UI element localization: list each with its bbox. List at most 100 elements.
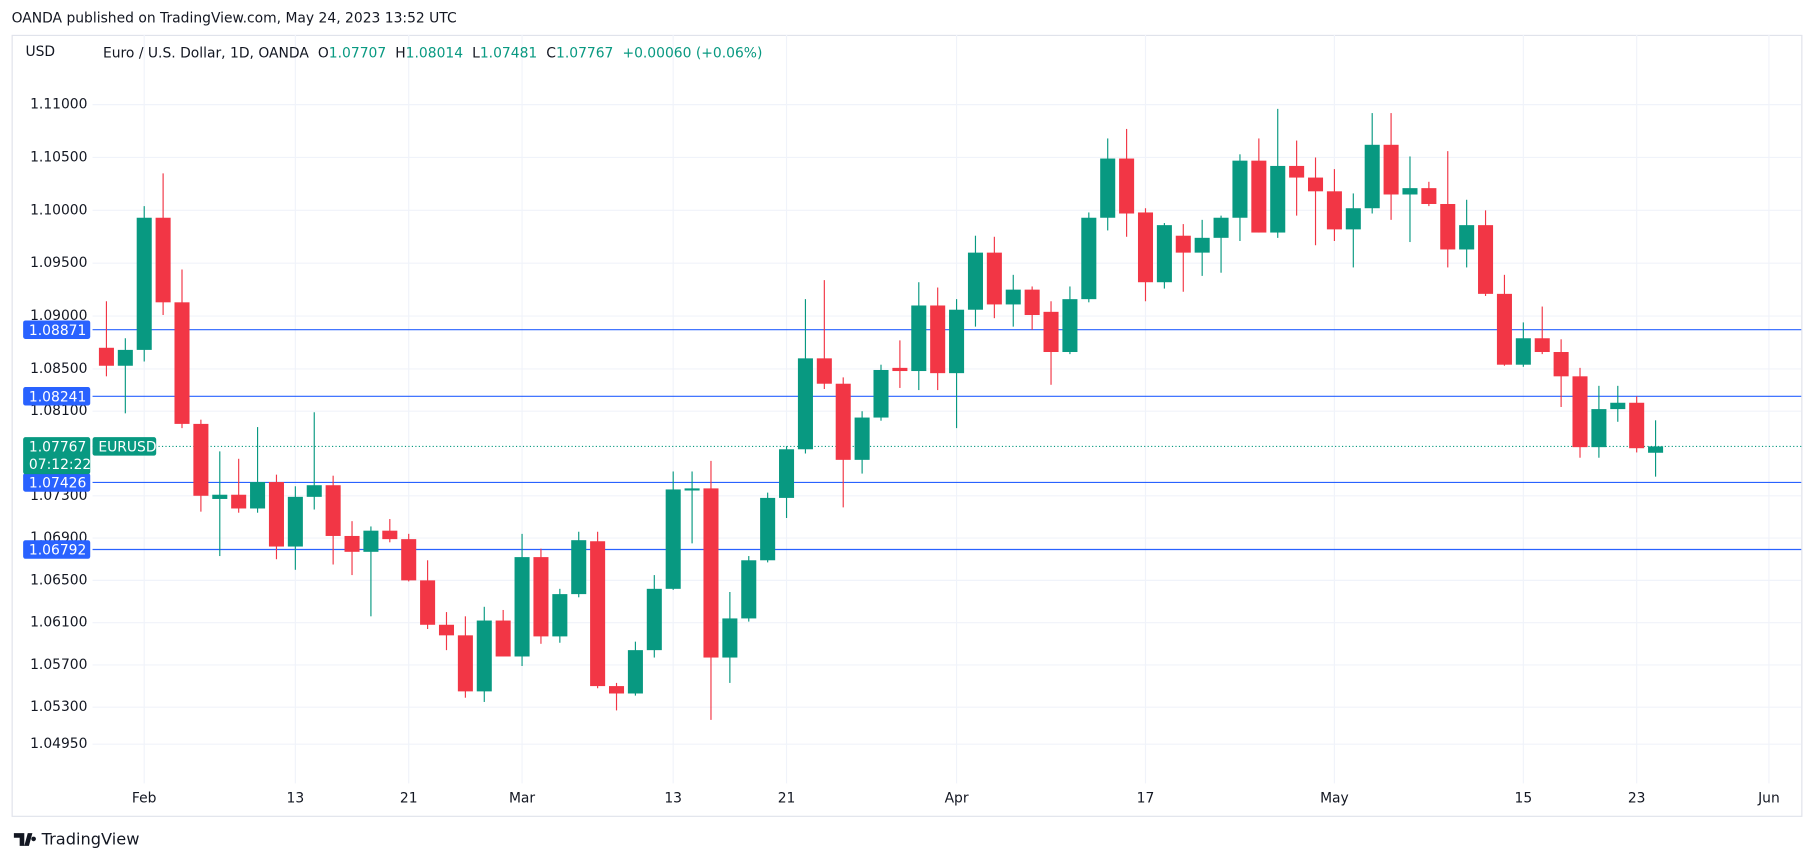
y-tick-label: 1.06100 — [30, 615, 87, 631]
x-tick-label: Apr — [945, 790, 969, 806]
candle-body — [1251, 160, 1267, 233]
candle-body — [1270, 165, 1286, 233]
candle-body — [1156, 225, 1172, 283]
x-tick-label: Mar — [509, 790, 535, 806]
candle-body — [1119, 158, 1135, 214]
x-tick-label: 17 — [1137, 790, 1155, 806]
candle-body — [1194, 237, 1210, 253]
candle-body — [98, 347, 114, 366]
legend: Euro / U.S. Dollar, 1D, OANDA O1.07707 H… — [103, 45, 762, 61]
candle-body — [1137, 212, 1154, 283]
footer-logo — [13, 833, 36, 846]
price-label-box — [23, 387, 91, 406]
price-label-box — [23, 320, 91, 339]
candle-body — [212, 494, 228, 499]
candle-body — [1629, 402, 1645, 449]
ohlc-value: 1.08014 — [406, 45, 464, 61]
candle-body — [1081, 217, 1097, 300]
candle-body — [306, 485, 322, 497]
candle-body — [1175, 235, 1191, 253]
candle-body — [552, 594, 568, 637]
y-tick-label: 1.07300 — [30, 488, 87, 504]
candle-body — [590, 541, 606, 687]
change: +0.00060 (+0.06%) — [622, 45, 762, 61]
price-label: 1.08241 — [29, 389, 86, 405]
y-tick-label: 1.09500 — [30, 255, 87, 271]
candle-body — [986, 252, 1002, 305]
x-tick-label: 21 — [778, 790, 796, 806]
candle-body — [1345, 208, 1361, 230]
candle-body — [1591, 409, 1607, 448]
candle-body — [382, 530, 398, 540]
candle-body — [1043, 311, 1059, 353]
y-tick-label: 1.10000 — [30, 202, 87, 218]
x-tick-label: Jun — [1757, 790, 1780, 806]
candle-body — [873, 369, 889, 418]
candle-body — [703, 488, 719, 658]
ohlc-letter: C — [546, 45, 556, 61]
ohlc-value: 1.07767 — [556, 45, 613, 61]
candle-body — [438, 624, 455, 636]
candle-body — [608, 686, 625, 694]
candle-body — [1440, 203, 1456, 250]
x-tick-label: 15 — [1515, 790, 1533, 806]
price-label-box — [23, 473, 91, 492]
candle-body — [967, 252, 983, 310]
footer: TradingView — [41, 830, 140, 849]
chart-frame — [11, 34, 1803, 817]
candle-body — [231, 494, 247, 509]
candle-body — [797, 358, 813, 450]
ohlc-value: 1.07481 — [480, 45, 537, 61]
candle-body — [1308, 177, 1324, 192]
price-label: 1.08871 — [29, 323, 86, 339]
symbol-box — [92, 437, 157, 456]
candle-body — [287, 496, 303, 547]
candle-body — [760, 497, 776, 561]
header: OANDA published on TradingView.com, May … — [12, 11, 457, 27]
y-tick-label: 1.05300 — [30, 699, 87, 715]
candle-body — [722, 618, 738, 658]
candle-body — [854, 417, 870, 460]
candle-body — [1024, 289, 1040, 316]
x-tick-label: 13 — [287, 790, 305, 806]
candle-body — [892, 367, 908, 372]
logo-mark — [13, 833, 36, 846]
candle-body — [514, 557, 530, 657]
candle-body — [420, 580, 436, 625]
symbol-label: EURUSD — [98, 440, 156, 456]
candle-body — [779, 449, 795, 498]
candle-body — [1383, 144, 1399, 195]
price-label: 1.06792 — [29, 543, 86, 559]
price-label-box — [23, 540, 91, 559]
candle-body — [1402, 188, 1418, 195]
candle-body — [930, 305, 946, 374]
candle-body — [665, 489, 681, 589]
candle-body — [835, 383, 851, 460]
last-price-box — [23, 437, 91, 475]
candle-body — [949, 309, 965, 374]
candle-body — [155, 217, 171, 303]
candle-body — [1648, 446, 1664, 453]
ohlc-letter: L — [472, 45, 480, 61]
candle-body — [1421, 188, 1437, 204]
candle-body — [1515, 338, 1531, 365]
y-tick-label: 1.04950 — [30, 736, 87, 752]
y-tick-label: 1.11000 — [30, 97, 87, 113]
candle-body — [363, 530, 379, 552]
candle-body — [136, 217, 152, 350]
candle-body — [1326, 191, 1342, 230]
candle-body — [1572, 376, 1588, 448]
ohlc-letter: H — [395, 45, 405, 61]
candle-body — [1062, 299, 1078, 353]
ohlc-letter: O — [318, 45, 329, 61]
candle-body — [816, 358, 832, 384]
candle-body — [684, 488, 700, 491]
candle-body — [646, 588, 662, 651]
candle-body — [1478, 225, 1494, 294]
candle-body — [325, 485, 341, 536]
symbol-title: Euro / U.S. Dollar, 1D, OANDA — [103, 45, 309, 61]
candle-body — [1213, 217, 1229, 238]
last-price-label: 1.07767 — [29, 440, 86, 456]
candle-body — [1553, 352, 1569, 377]
